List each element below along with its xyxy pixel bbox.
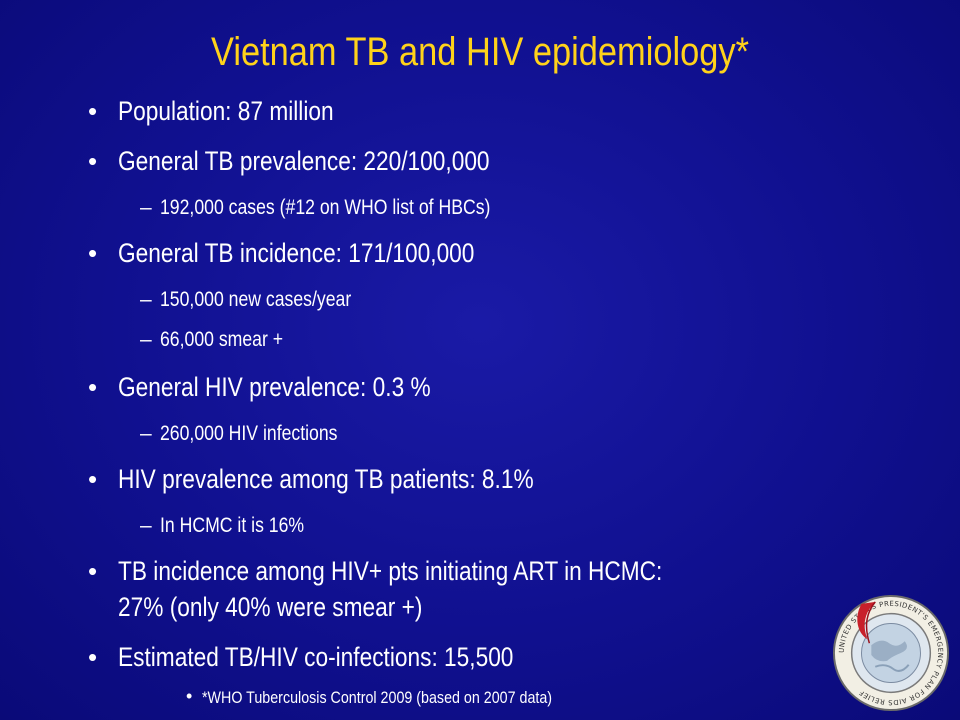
sub-bullet-new-cases: 150,000 new cases/year	[160, 288, 352, 311]
bullet-hiv-among-tb: HIV prevalence among TB patients: 8.1%	[118, 464, 534, 494]
sub-bullet-marker: –	[140, 288, 152, 311]
bullet-tb-incidence: General TB incidence: 171/100,000	[118, 238, 475, 268]
red-ribbon-icon	[857, 601, 876, 640]
sub-bullet-marker: –	[140, 328, 152, 351]
sub-bullet-tb-prevalence-cases: 192,000 cases (#12 on WHO list of HBCs)	[160, 196, 491, 219]
bullet-marker: •	[88, 556, 98, 586]
bullet-tb-prevalence: General TB prevalence: 220/100,000	[118, 146, 490, 176]
bullet-marker: •	[88, 372, 98, 402]
bullet-marker: •	[88, 238, 98, 268]
bullet-marker: •	[88, 464, 98, 494]
pepfar-seal-icon: UNITED STATES PRESIDENT'S EMERGENCY PLAN…	[832, 594, 950, 712]
bullet-hiv-prevalence: General HIV prevalence: 0.3 %	[118, 372, 431, 402]
slide-title: Vietnam TB and HIV epidemiology*	[211, 30, 749, 74]
bullet-marker: •	[88, 642, 98, 672]
sub-bullet-marker: –	[140, 422, 152, 445]
sub-bullet-hcmc: In HCMC it is 16%	[160, 514, 305, 537]
footnote-source: *WHO Tuberculosis Control 2009 (based on…	[202, 688, 553, 707]
sub-bullet-smear-positive: 66,000 smear +	[160, 328, 284, 351]
bullet-tb-incidence-art-line2: 27% (only 40% were smear +)	[118, 592, 423, 622]
bullet-tb-incidence-art-line1: TB incidence among HIV+ pts initiating A…	[118, 556, 663, 586]
sub-bullet-marker: –	[140, 514, 152, 537]
bullet-population: Population: 87 million	[118, 96, 334, 126]
sub-bullet-marker: –	[140, 196, 152, 219]
bullet-marker: •	[186, 686, 193, 706]
bullet-marker: •	[88, 146, 98, 176]
bullet-marker: •	[88, 96, 98, 126]
bullet-coinfections: Estimated TB/HIV co-infections: 15,500	[118, 642, 514, 672]
sub-bullet-hiv-infections: 260,000 HIV infections	[160, 422, 338, 445]
